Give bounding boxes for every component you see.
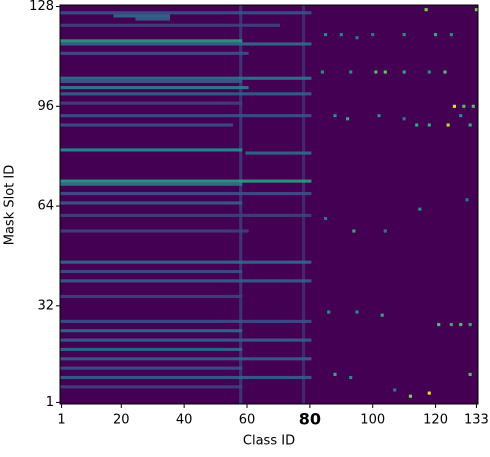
cell <box>355 36 359 40</box>
x-tick-label: 1 <box>57 413 65 428</box>
y-tick-label: 64 <box>37 199 54 214</box>
x-tick-label: 133 <box>464 413 489 428</box>
cell <box>324 216 328 221</box>
x-axis-label: Class ID <box>243 434 295 449</box>
streak <box>245 151 312 155</box>
y-tick-label: 96 <box>37 99 54 114</box>
cell <box>468 322 472 327</box>
streak <box>60 338 312 342</box>
cell <box>320 70 324 74</box>
y-tick-label: 1 <box>46 395 54 410</box>
cell <box>434 33 438 37</box>
y-tick-label: 32 <box>37 298 54 313</box>
x-tick-label: 60 <box>239 413 256 428</box>
streak <box>113 14 170 18</box>
cell <box>346 117 350 121</box>
streak <box>60 114 312 118</box>
y-tick-label: 128 <box>29 0 54 14</box>
streak <box>60 347 243 352</box>
cell <box>452 104 456 108</box>
streak <box>60 319 312 323</box>
cell <box>427 123 431 127</box>
cell <box>437 322 441 327</box>
cell <box>402 117 406 121</box>
cell <box>393 388 397 392</box>
streak <box>60 229 249 233</box>
cell <box>374 70 378 74</box>
streak <box>60 329 243 333</box>
cell <box>468 123 472 127</box>
cell <box>402 70 406 74</box>
cell <box>352 229 356 233</box>
y-axis-label: Mask Slot ID <box>3 165 18 246</box>
cell <box>471 104 475 108</box>
streak <box>60 51 249 55</box>
plot-frame <box>59 4 479 405</box>
cell <box>380 313 384 317</box>
x-tick-label: 20 <box>113 413 130 428</box>
streak <box>60 42 312 46</box>
streak <box>60 101 243 105</box>
cell <box>446 123 450 127</box>
streak <box>60 201 243 205</box>
streak <box>60 279 312 283</box>
streak <box>60 385 243 389</box>
cell <box>427 391 431 395</box>
cell <box>415 123 419 127</box>
cell <box>324 33 328 37</box>
cell <box>355 310 359 314</box>
x-tick-label: 120 <box>423 413 448 428</box>
x-tick-label: 100 <box>360 413 385 428</box>
cell <box>349 70 353 74</box>
cell <box>465 198 469 202</box>
cell <box>377 114 381 118</box>
cell <box>339 33 343 37</box>
cell <box>424 8 428 12</box>
cell <box>383 70 387 74</box>
cell <box>383 229 387 233</box>
streak <box>60 148 243 152</box>
cell <box>468 372 472 376</box>
x-tick-label: 40 <box>176 413 193 428</box>
cell <box>449 33 453 37</box>
streak <box>60 123 233 127</box>
cell <box>427 70 431 74</box>
cell <box>443 70 447 74</box>
cell <box>327 310 331 314</box>
cell <box>459 114 463 118</box>
cell <box>333 114 337 118</box>
streak <box>60 76 312 80</box>
x-tick-label: 80 <box>299 410 321 429</box>
streak <box>60 375 312 380</box>
streak <box>60 79 243 83</box>
streak <box>60 366 243 370</box>
streak <box>60 11 312 15</box>
cell <box>474 8 478 12</box>
streak <box>60 39 243 43</box>
cell <box>371 33 375 37</box>
cell <box>449 322 453 327</box>
streak <box>60 192 312 196</box>
streak <box>60 213 312 217</box>
column-band <box>302 5 306 404</box>
cell <box>418 207 422 211</box>
cell <box>333 372 337 376</box>
streak <box>60 179 312 183</box>
cell <box>349 375 353 380</box>
streak <box>60 86 249 90</box>
cell <box>459 322 463 327</box>
streak <box>60 260 312 264</box>
cell <box>408 394 412 398</box>
cell <box>402 33 406 37</box>
streak <box>60 92 312 96</box>
cell <box>462 104 466 108</box>
streak <box>60 269 243 274</box>
streak <box>60 182 243 186</box>
streak <box>135 17 170 21</box>
streak <box>60 357 312 361</box>
streak <box>60 294 243 299</box>
streak <box>60 23 280 27</box>
